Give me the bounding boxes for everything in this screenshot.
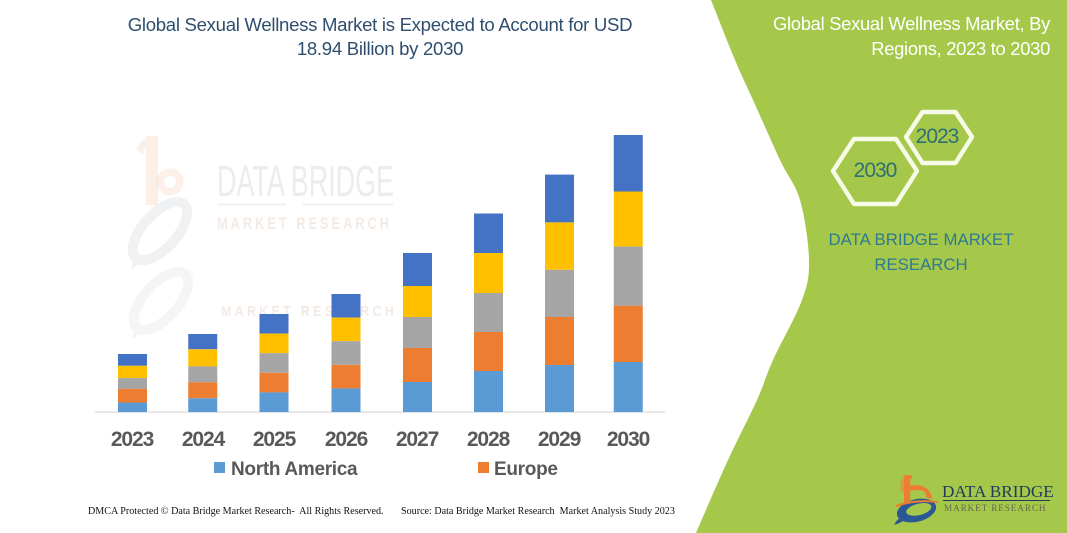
svg-text:DATA BRIDGE: DATA BRIDGE xyxy=(217,157,394,206)
svg-text:MARKET RESEARCH: MARKET RESEARCH xyxy=(221,303,397,320)
svg-text:MARKET RESEARCH: MARKET RESEARCH xyxy=(217,214,392,233)
